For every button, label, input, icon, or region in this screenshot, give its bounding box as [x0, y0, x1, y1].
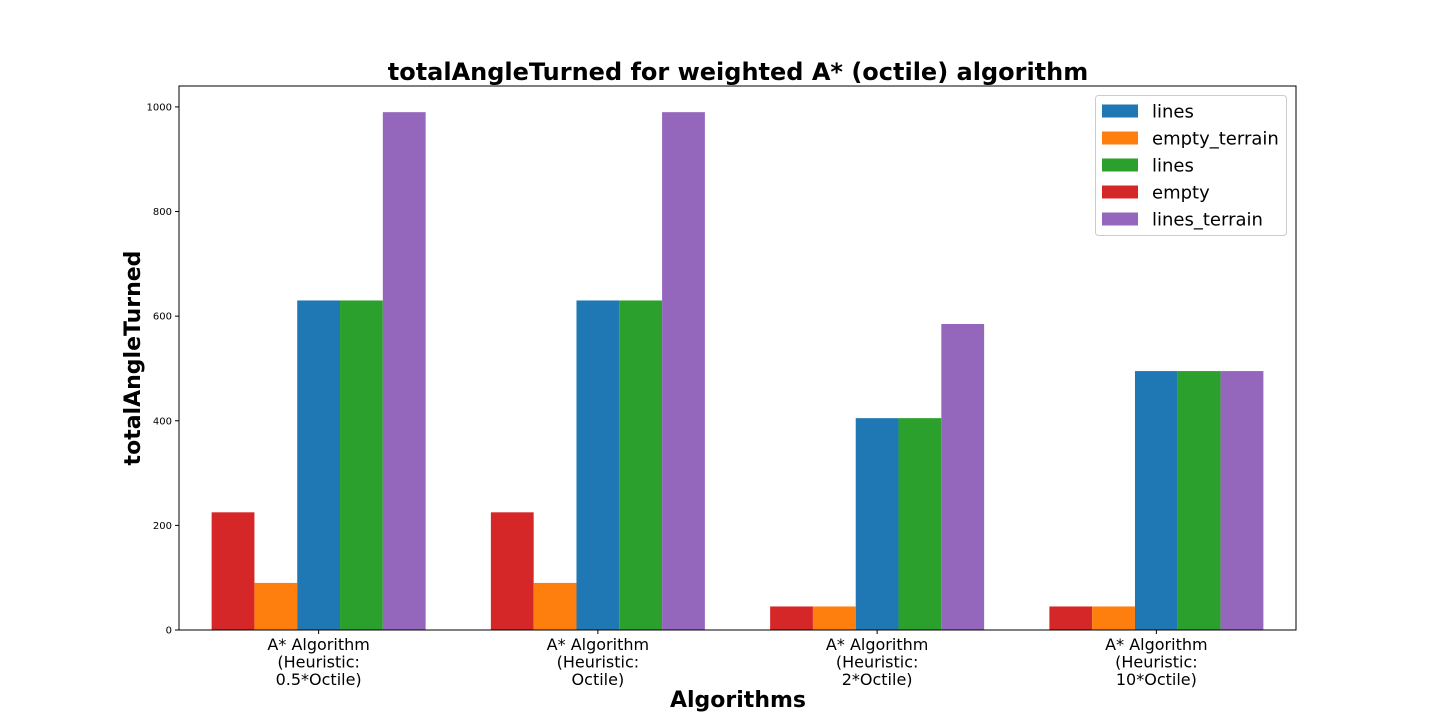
bar-lines-2-cat-3: [1177, 371, 1221, 630]
x-axis: A* Algorithm (Heuristic: 0.5*Octile) A* Alg…: [267, 630, 1208, 689]
bar-lines-terrain-4-cat-1: [662, 112, 705, 630]
bar-empty-3-cat-0: [211, 512, 255, 630]
bar-empty-terrain-1-cat-2: [812, 606, 856, 630]
y-tick-label: 400: [153, 416, 172, 427]
bar-lines-2-cat-0: [340, 300, 383, 630]
bar-empty-terrain-1-cat-1: [533, 582, 577, 630]
y-tick-label: 1000: [147, 102, 172, 113]
legend-label: lines_terrain: [1152, 210, 1263, 231]
legend-swatch: [1102, 212, 1138, 226]
bar-lines-2-cat-2: [898, 418, 942, 630]
chart-title: totalAngleTurned for weighted A* (octile…: [388, 58, 1089, 86]
bars: [211, 112, 1264, 630]
bar-lines-0-cat-3: [1134, 371, 1178, 630]
plot-frame: [178, 85, 1297, 631]
bar-lines-terrain-4-cat-3: [1220, 371, 1264, 630]
bar-empty-3-cat-2: [770, 606, 813, 630]
x-tick-label: A* Algorithm (Heuristic: 10*Octile): [1105, 635, 1207, 689]
y-tick-label: 0: [166, 626, 172, 637]
legend-swatch: [1102, 104, 1138, 118]
y-tick-label: 200: [153, 521, 172, 532]
bar-lines-0-cat-0: [297, 300, 341, 630]
legend-swatch: [1102, 158, 1138, 172]
legend-label: empty: [1152, 183, 1210, 204]
x-tick-label: A* Algorithm (Heuristic: 2*Octile): [826, 635, 928, 689]
legend-label: lines: [1152, 156, 1194, 177]
bar-lines-0-cat-2: [855, 418, 899, 630]
y-axis-label: totalAngleTurned: [121, 251, 146, 466]
bar-empty-terrain-1-cat-0: [254, 582, 298, 630]
legend-box: [1095, 95, 1287, 236]
bar-lines-terrain-4-cat-0: [382, 112, 426, 630]
bar-lines-2-cat-1: [619, 300, 663, 630]
bar-empty-terrain-1-cat-3: [1092, 606, 1135, 630]
x-tick-label: A* Algorithm (Heuristic: Octile): [547, 635, 649, 689]
legend: linesempty_terrainlinesemptylines_terrai…: [1095, 95, 1287, 236]
y-tick-label: 600: [153, 312, 172, 323]
y-tick-label: 800: [153, 207, 172, 218]
bar-lines-terrain-4-cat-2: [941, 324, 985, 630]
y-axis: 0 200 400 600 800 1000: [147, 102, 179, 637]
legend-label: lines: [1152, 102, 1194, 123]
legend-label: empty_terrain: [1152, 129, 1279, 150]
bar-empty-3-cat-1: [490, 512, 534, 630]
bar-lines-0-cat-1: [576, 300, 620, 630]
x-tick-label: A* Algorithm (Heuristic: 0.5*Octile): [267, 635, 369, 689]
legend-swatch: [1102, 131, 1138, 145]
legend-swatch: [1102, 185, 1138, 199]
bar-empty-3-cat-3: [1049, 606, 1093, 630]
x-axis-label: Algorithms: [670, 688, 806, 713]
